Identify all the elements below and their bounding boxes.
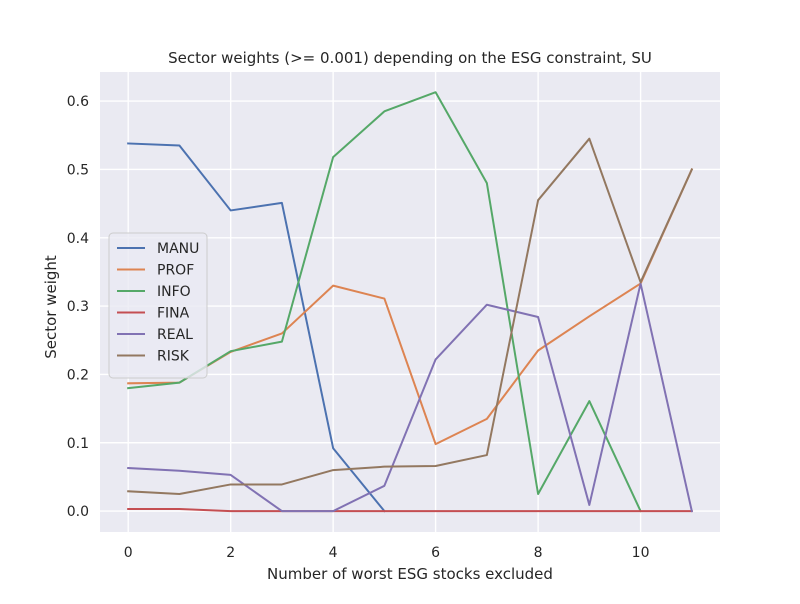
x-tick-label: 4 xyxy=(329,545,338,561)
x-tick-label: 8 xyxy=(534,545,543,561)
x-tick-label: 0 xyxy=(124,545,133,561)
series-line-manu xyxy=(127,142,386,513)
legend-label-info: INFO xyxy=(157,284,191,300)
series-lines xyxy=(127,91,694,513)
y-axis-label: Sector weight xyxy=(42,255,60,359)
legend: MANU PROF INFO FINA REAL RISK xyxy=(108,232,208,379)
series-line-real xyxy=(127,282,694,513)
legend-label-real: REAL xyxy=(157,327,193,343)
x-tick-label: 6 xyxy=(431,545,440,561)
y-tick-label: 0.6 xyxy=(67,94,89,110)
chart-title: Sector weights (>= 0.001) depending on t… xyxy=(168,49,652,67)
y-tick-label: 0.4 xyxy=(67,231,89,247)
y-axis: 0.0 0.1 0.2 0.3 0.4 0.5 0.6 xyxy=(67,94,89,520)
legend-label-fina: FINA xyxy=(157,306,190,322)
x-axis: 0 2 4 6 8 10 xyxy=(124,545,650,561)
x-axis-label: Number of worst ESG stocks excluded xyxy=(267,565,553,583)
x-tick-label: 10 xyxy=(632,545,650,561)
series-line-info xyxy=(127,91,642,513)
series-line-fina xyxy=(127,508,693,513)
y-tick-label: 0.2 xyxy=(67,367,89,383)
legend-label-prof: PROF xyxy=(157,263,194,279)
legend-label-manu: MANU xyxy=(157,241,199,257)
y-tick-label: 0.3 xyxy=(67,299,89,315)
x-tick-label: 2 xyxy=(226,545,235,561)
legend-label-risk: RISK xyxy=(157,349,190,365)
y-tick-label: 0.5 xyxy=(67,162,89,178)
y-tick-label: 0.0 xyxy=(67,504,89,520)
y-tick-label: 0.1 xyxy=(67,436,89,452)
series-line-risk xyxy=(127,137,694,496)
